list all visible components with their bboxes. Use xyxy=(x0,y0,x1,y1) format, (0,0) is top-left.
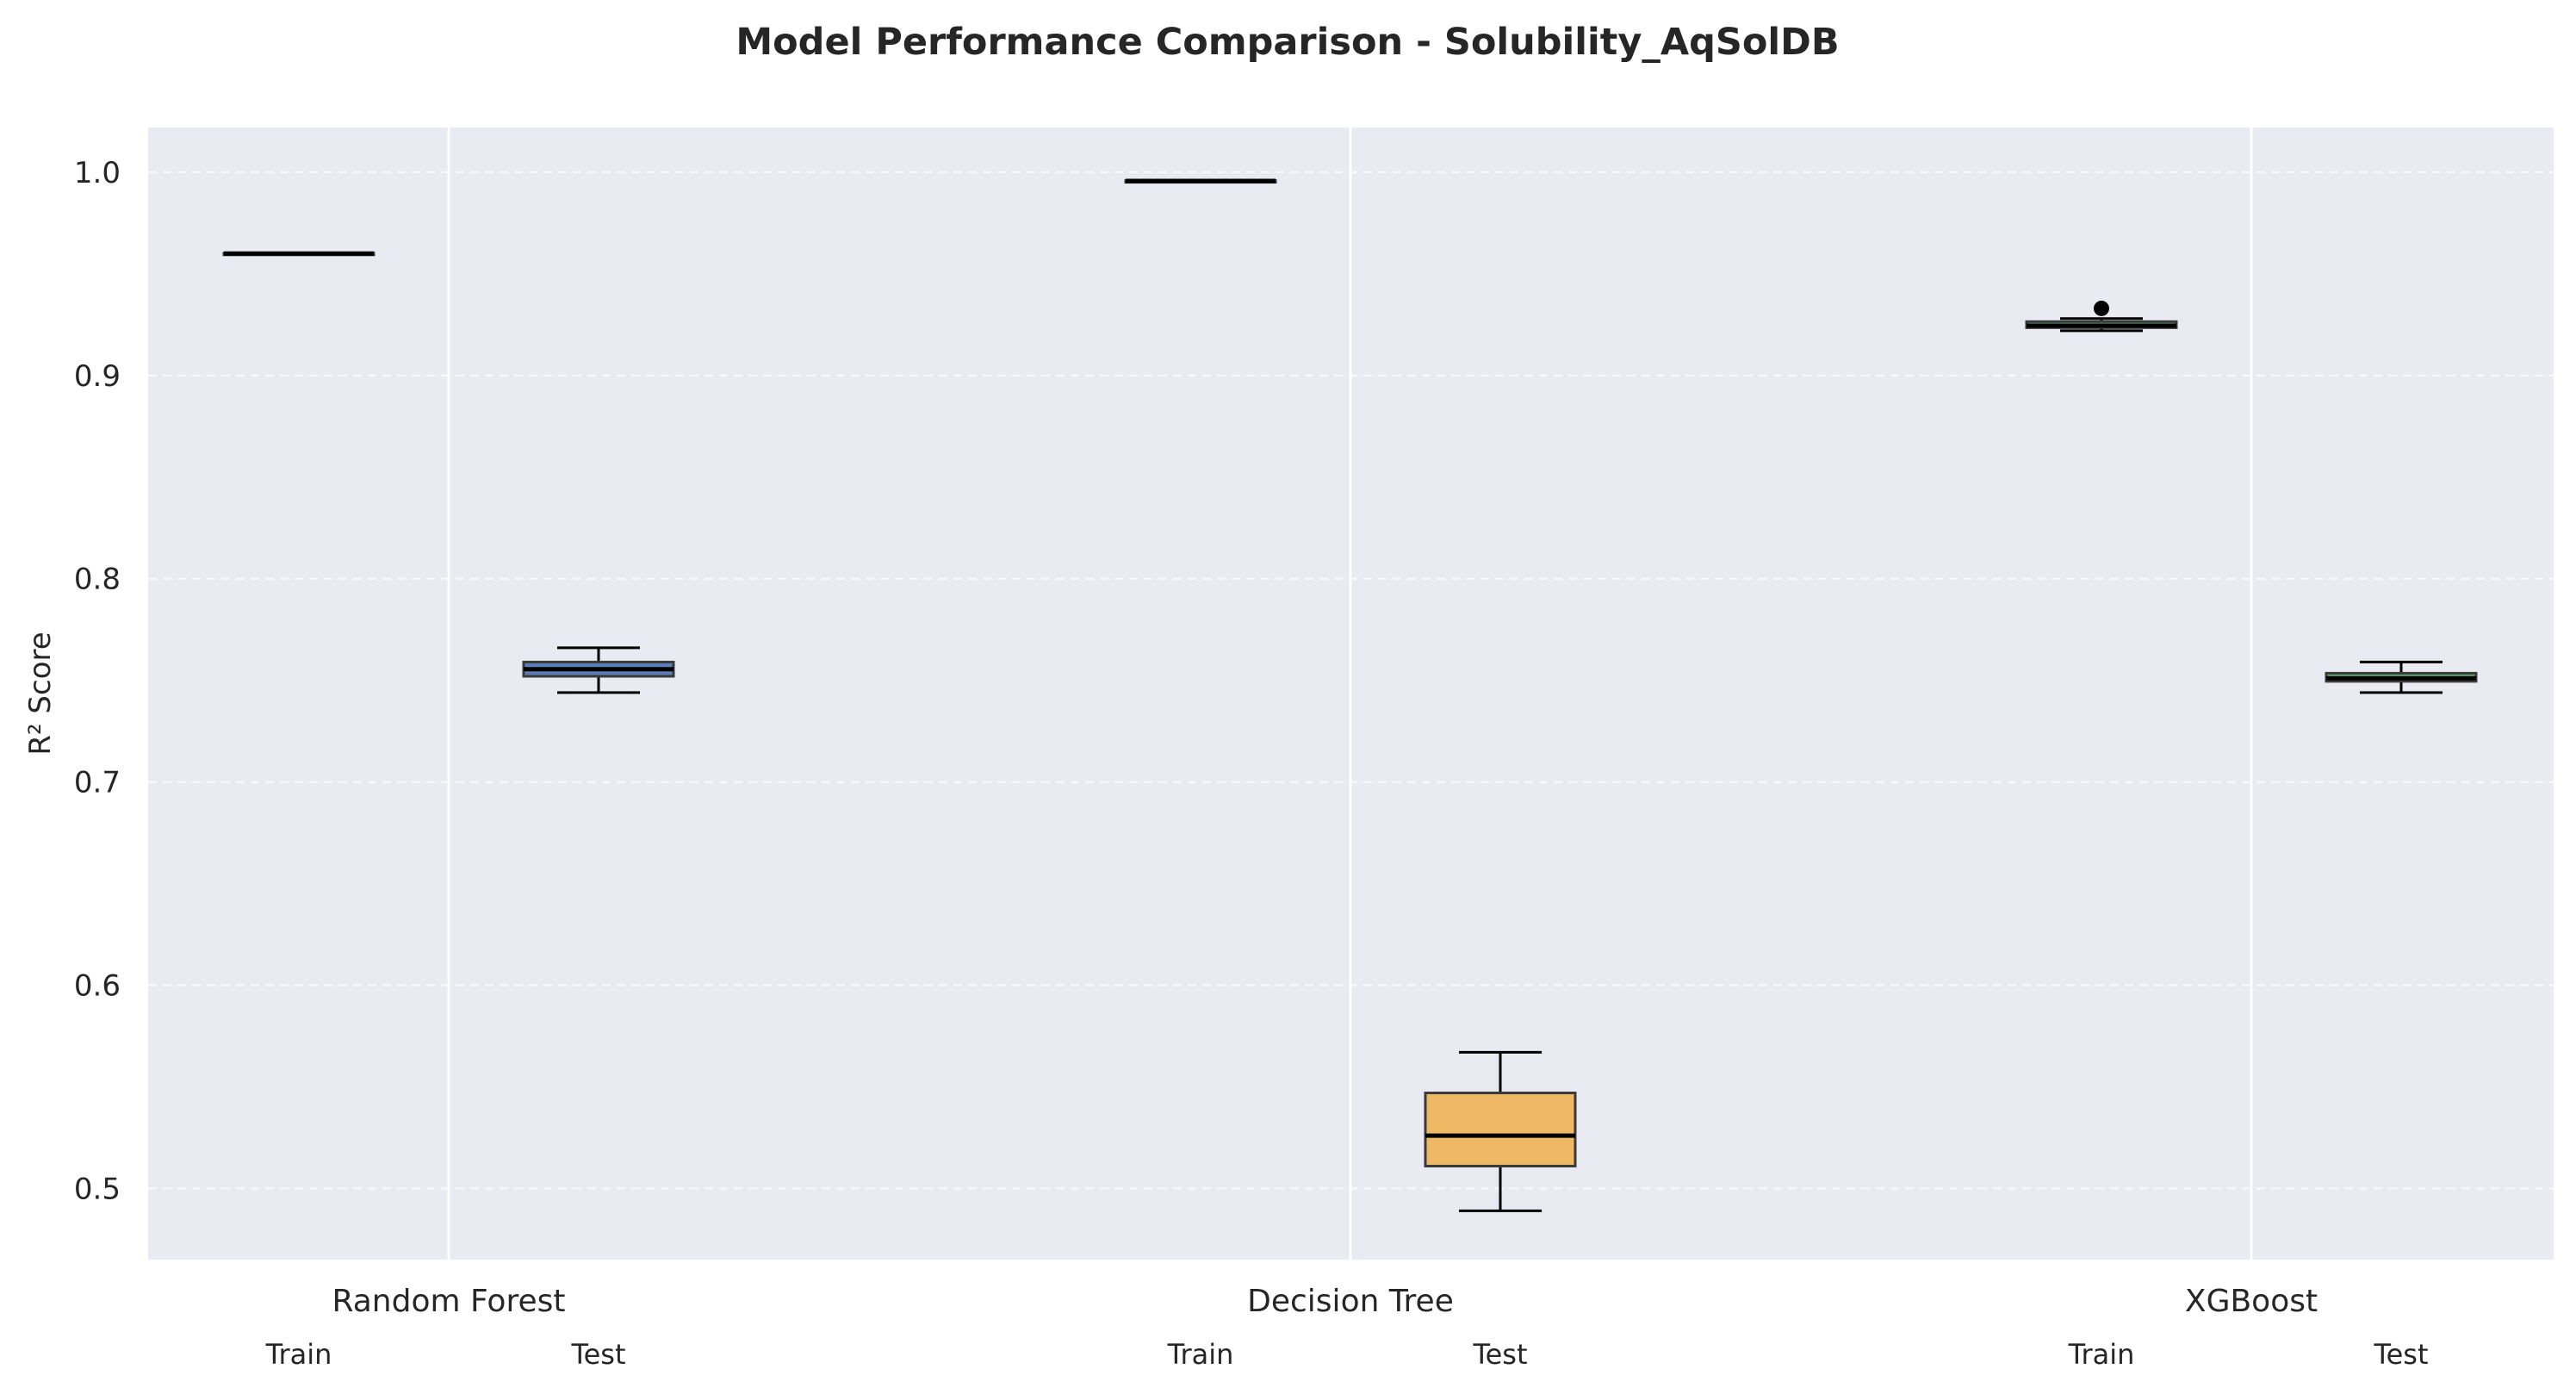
y-tick-label: 1.0 xyxy=(74,156,121,190)
model-label: XGBoost xyxy=(2185,1284,2318,1319)
box-iqr xyxy=(1424,1092,1577,1167)
y-tick-label: 0.5 xyxy=(74,1172,121,1206)
vertical-gridlines xyxy=(447,128,2253,1260)
y-tick-label: 0.6 xyxy=(74,969,121,1004)
model-label: Decision Tree xyxy=(1247,1284,1454,1319)
box-plot xyxy=(522,646,675,694)
box-plot xyxy=(2325,660,2478,694)
split-label: Train xyxy=(1167,1338,1234,1371)
split-label: Train xyxy=(265,1338,332,1371)
split-label: Test xyxy=(2373,1338,2428,1371)
y-tick-label: 0.9 xyxy=(74,359,121,394)
box-plots xyxy=(222,178,2478,1212)
box-plot xyxy=(1124,178,1277,184)
y-tick-label: 0.7 xyxy=(74,766,121,800)
split-label: Train xyxy=(2068,1338,2135,1371)
chart-title: Model Performance Comparison - Solubilit… xyxy=(736,21,1839,64)
box-plot xyxy=(2025,300,2178,333)
model-label: Random Forest xyxy=(332,1284,566,1319)
outlier-point xyxy=(2094,300,2109,316)
box-plot xyxy=(222,251,376,257)
model-labels: Random Forest Decision Tree XGBoost xyxy=(332,1284,2318,1319)
y-tick-label: 0.8 xyxy=(74,563,121,597)
split-labels: Train Test Train Test Train Test xyxy=(265,1338,2429,1371)
box-plot xyxy=(1424,1050,1577,1212)
y-axis-ticks: 0.5 0.6 0.7 0.8 0.9 1.0 xyxy=(74,156,121,1207)
split-label: Test xyxy=(570,1338,625,1371)
y-axis-label: R² Score xyxy=(23,632,58,755)
split-label: Test xyxy=(1472,1338,1527,1371)
